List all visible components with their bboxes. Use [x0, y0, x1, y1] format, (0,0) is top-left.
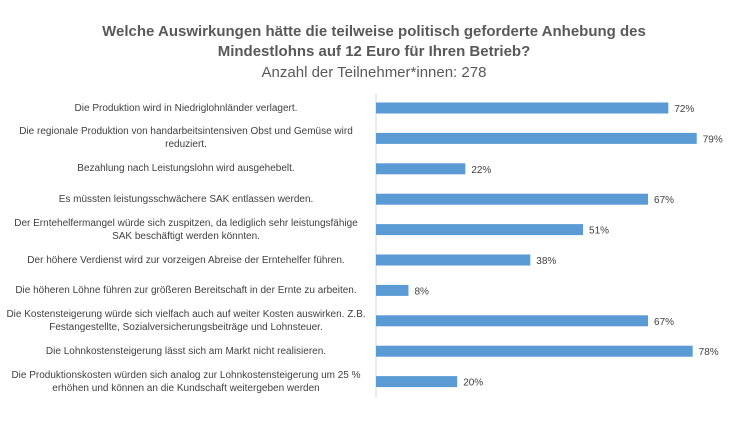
- data-label: 67%: [654, 195, 674, 206]
- bar: [376, 132, 697, 144]
- category-label: Die Kostensteigerung würde sich vielfach…: [6, 308, 366, 333]
- data-label: 22%: [471, 165, 491, 176]
- bar: [376, 254, 531, 266]
- bar: [376, 193, 649, 205]
- category-label: Die regionale Produktion von handarbeits…: [19, 126, 353, 151]
- category-label: Es müssten leistungsschwächere SAK entla…: [58, 193, 314, 205]
- category-label: Bezahlung nach Leistungslohn wird ausgeh…: [77, 163, 295, 175]
- data-label: 8%: [414, 286, 429, 297]
- bar: [376, 315, 649, 327]
- bar: [376, 102, 669, 114]
- data-label: 67%: [654, 317, 674, 328]
- bar: [376, 345, 693, 357]
- chart-subtitle: Anzahl der Teilnehmer*innen: 278: [261, 64, 487, 81]
- data-label: 72%: [674, 104, 694, 115]
- category-label: Die Lohnkostensteigerung lässt sich am M…: [45, 345, 327, 357]
- data-label: 79%: [703, 134, 723, 145]
- data-label: 38%: [536, 256, 556, 267]
- bar: [376, 163, 466, 175]
- category-label: Die Produktion wird in Niedriglohnländer…: [74, 102, 298, 114]
- category-label: Der Erntehelfermangel würde sich zuspitz…: [14, 217, 358, 242]
- chart-title-line-2: Mindestlohns auf 12 Euro für Ihren Betri…: [217, 43, 531, 60]
- category-label: Die Produktionskosten würden sich analog…: [11, 369, 361, 394]
- data-label: 20%: [463, 378, 483, 389]
- category-label: Die höheren Löhne führen zur größeren Be…: [15, 284, 357, 296]
- data-label: 78%: [699, 347, 719, 358]
- bar: [376, 284, 409, 296]
- chart-title-line-1: Welche Auswirkungen hätte die teilweise …: [102, 23, 646, 40]
- category-label: Der höhere Verdienst wird zur vorzeigen …: [27, 254, 345, 266]
- data-label: 51%: [589, 226, 609, 237]
- bar: [376, 376, 458, 388]
- bar: [376, 224, 584, 236]
